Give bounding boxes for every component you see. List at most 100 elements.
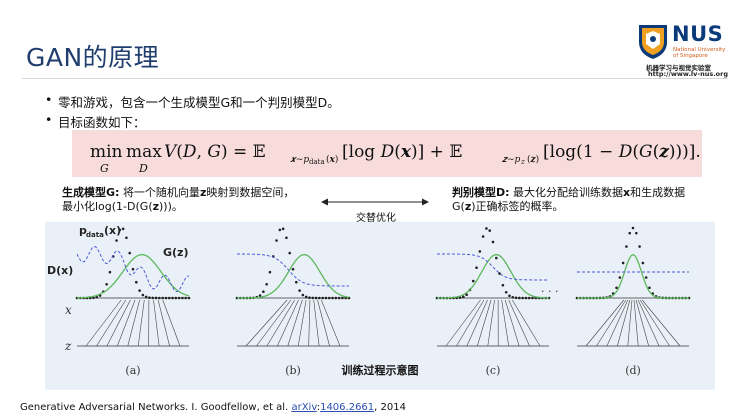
citation: Generative Adversarial Networks. I. Good… xyxy=(20,402,406,413)
logo-lab: 机器学习与视觉实验室 xyxy=(646,64,711,72)
svg-text:(z): (z) xyxy=(527,154,539,165)
svg-text:𝒛∼p: 𝒛∼p xyxy=(502,155,521,165)
pdata-point xyxy=(184,296,188,300)
training-diagram: (a) (b) (c) (d) p data (x) G(z) D(x) x z . . . 训练过程示… xyxy=(45,222,715,390)
bullet-dot-icon: • xyxy=(45,112,53,127)
pdata-point xyxy=(615,286,618,290)
mapping-arrow xyxy=(487,299,495,347)
pdata-point xyxy=(308,296,311,299)
mapping-arrow xyxy=(245,299,288,347)
svg-text:V(D, G) = 𝔼: V(D, G) = 𝔼 xyxy=(164,142,266,162)
generator-curve xyxy=(76,253,190,299)
pdata-point xyxy=(187,296,191,300)
panel-label: (d) xyxy=(625,364,641,377)
pdata-point xyxy=(324,296,328,300)
mapping-arrow xyxy=(117,299,136,347)
pdata-point xyxy=(491,240,495,244)
discriminator-curve xyxy=(437,253,549,281)
pdata-point xyxy=(144,295,148,299)
pdata-point xyxy=(278,228,282,232)
pdata-label-tail: (x) xyxy=(104,224,121,237)
generator-line-1: 生成模型G: 将一个随机向量z映射到数据空间， xyxy=(62,186,294,200)
x-axis-label: x xyxy=(65,303,72,317)
generator-z: z xyxy=(199,186,207,199)
svg-text:[log(1 − D(G(z)))].: [log(1 − D(G(z)))]. xyxy=(543,142,701,162)
pdata-point xyxy=(164,296,168,300)
mapping-arrow xyxy=(477,299,492,347)
generator-text-2: 映射到数据空间， xyxy=(206,186,295,199)
pdata-point xyxy=(301,293,305,297)
mapping-arrow xyxy=(308,299,311,347)
arxiv-id-link[interactable]: 1406.2661 xyxy=(320,402,375,413)
pdata-point xyxy=(494,256,498,260)
pdata-point xyxy=(465,293,468,296)
pdata-point xyxy=(462,295,465,299)
pdata-point xyxy=(161,296,164,300)
pdata-point xyxy=(524,296,528,300)
svg-text:max: max xyxy=(126,142,162,162)
pdata-point xyxy=(318,296,321,300)
mapping-arrow xyxy=(153,299,160,347)
pdata-point xyxy=(285,236,288,240)
citation-text: Generative Adversarial Networks. I. Good… xyxy=(20,402,292,413)
svg-text:data: data xyxy=(309,158,325,166)
discriminator-text-2: 和生成数据 xyxy=(630,186,686,199)
mapping-arrow xyxy=(627,299,633,347)
pdata-label-sub: data xyxy=(86,231,104,239)
generator-title: 生成模型G: xyxy=(62,186,120,199)
dx-label: D(x) xyxy=(47,264,73,277)
mapping-arrow xyxy=(157,299,170,347)
mapping-arrow xyxy=(162,299,181,347)
mapping-arrow xyxy=(466,299,488,347)
discriminator-title: 判别模型D: xyxy=(452,186,510,199)
pdata-point xyxy=(281,227,285,231)
ellipsis: . . . xyxy=(541,282,558,295)
pdata-point xyxy=(511,295,515,299)
title-divider xyxy=(22,78,728,79)
bullet-2-text: 目标函数如下： xyxy=(58,115,146,130)
svg-text:(x): (x) xyxy=(326,154,338,165)
svg-text:G: G xyxy=(100,162,109,175)
pdata-point xyxy=(298,289,301,292)
pdata-point xyxy=(177,296,181,300)
citation-sep: : xyxy=(316,402,321,413)
generator-line2-a: 最小化log(1-D(G( xyxy=(62,200,153,213)
z-axis-label: z xyxy=(64,339,72,353)
pdata-point xyxy=(485,227,488,230)
pdata-point xyxy=(478,250,482,253)
pdata-point xyxy=(504,290,508,294)
pdata-point xyxy=(508,294,511,298)
mapping-arrow xyxy=(321,299,341,347)
pdata-point xyxy=(337,296,341,300)
pdata-point xyxy=(294,280,298,284)
pdata-point xyxy=(158,296,161,300)
pdata-point xyxy=(321,296,324,300)
bullet-1-text: 零和游戏，包含一个生成模型G和一个判别模型D。 xyxy=(58,95,340,110)
pdata-point xyxy=(531,296,534,300)
svg-text:min: min xyxy=(90,142,123,162)
logo-subtitle-1: National University xyxy=(673,47,726,53)
pdata-point xyxy=(648,286,651,290)
pdata-point xyxy=(621,261,625,265)
generator-description: 生成模型G: 将一个随机向量z映射到数据空间， 最小化log(1-D(G(z))… xyxy=(62,186,294,214)
discriminator-line2-b: )正确标签的概率。 xyxy=(471,200,564,213)
mapping-arrow xyxy=(256,299,292,347)
logo-subtitle-2: of Singapore xyxy=(673,53,708,59)
citation-tail: , 2014 xyxy=(374,402,406,413)
pdata-point xyxy=(268,270,272,274)
mapping-arrow xyxy=(127,299,140,347)
alternate-optimization-label: 交替优化 xyxy=(356,213,396,224)
panel-label: (c) xyxy=(486,364,501,377)
generator-line2-z: z xyxy=(152,200,160,213)
mapping-arrow xyxy=(456,299,485,347)
mapping-arrow xyxy=(635,299,649,347)
mapping-arrow xyxy=(297,299,307,347)
pdata-point xyxy=(167,296,171,300)
generator-text-1: 将一个随机向量 xyxy=(122,186,200,199)
generator-curve xyxy=(437,253,549,299)
pdata-point xyxy=(514,296,518,300)
panel-label: (b) xyxy=(285,364,301,377)
arxiv-link[interactable]: arXiv xyxy=(291,402,317,413)
svg-text:𝒙∼p: 𝒙∼p xyxy=(290,155,309,165)
pdata-point xyxy=(311,296,315,300)
